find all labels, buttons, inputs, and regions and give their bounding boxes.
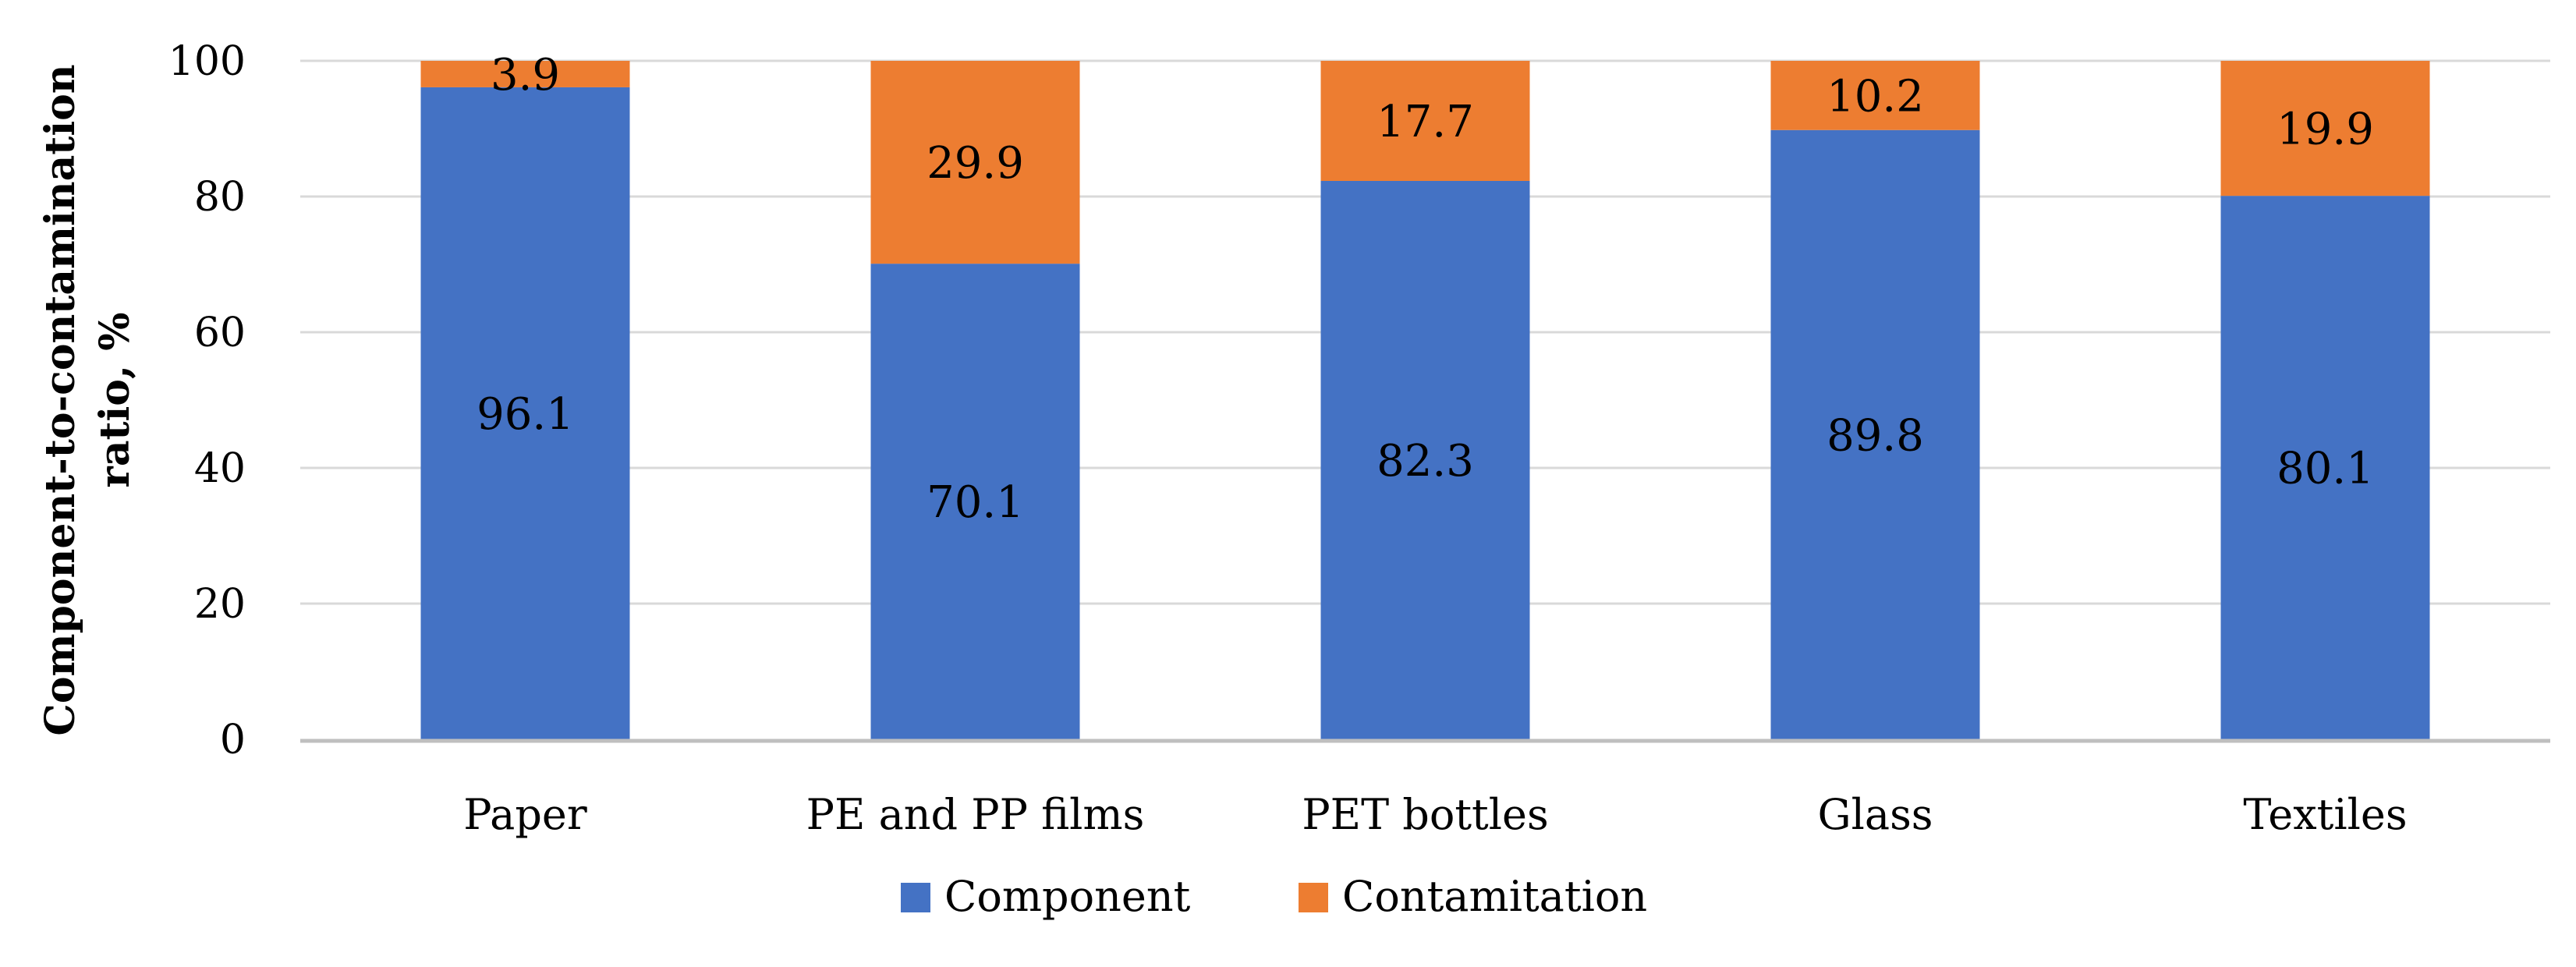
y-axis-title-line: Component-to-contamination: [37, 64, 84, 735]
bar-contamitation-paper: [420, 61, 630, 87]
legend: Component Contamitation: [901, 872, 1647, 921]
bar-contamitation-pe-and-pp-films: [870, 61, 1080, 264]
data-label-contamitation-textiles: 19.9: [2277, 104, 2374, 155]
data-label-component-glass: 89.8: [1827, 410, 1924, 461]
bar-contamitation-pet-bottles: [1320, 61, 1530, 181]
bar-component-pet-bottles: [1320, 180, 1530, 740]
bar-component-textiles: [2220, 196, 2430, 739]
y-tick-label: 100: [168, 38, 246, 85]
data-label-contamitation-paper: 3.9: [491, 50, 560, 101]
bars: [420, 61, 2430, 740]
data-label-contamitation-pet-bottles: 17.7: [1377, 97, 1474, 147]
legend-label-contamitation: Contamitation: [1342, 872, 1647, 921]
y-tick-label: 60: [194, 310, 246, 356]
data-label-component-pet-bottles: 82.3: [1377, 436, 1474, 487]
data-label-component-paper: 96.1: [477, 389, 574, 440]
labels: 96.1 3.9 70.1 29.9 82.3 17.7 89.8 10.2 80.1 19.9: [477, 50, 2374, 528]
y-tick-label: 40: [194, 445, 246, 492]
legend-swatch-contamitation: [1299, 883, 1328, 912]
x-tick-label-paper: Paper: [463, 790, 587, 839]
y-axis-title-line: ratio, %: [91, 312, 139, 487]
legend-label-component: Component: [944, 872, 1191, 921]
axes: 0 20 40 60 80 100 Paper PE and PP films PET bott…: [168, 38, 2550, 839]
bar-component-glass: [1770, 129, 1980, 740]
y-tick-label: 20: [194, 581, 246, 628]
bar-contamitation-glass: [1770, 61, 1980, 130]
y-tick-label: 0: [220, 717, 246, 763]
bar-contamitation-textiles: [2220, 61, 2430, 197]
data-label-component-pe-and-pp-films: 70.1: [927, 477, 1024, 528]
bar-component-pe-and-pp-films: [870, 264, 1080, 739]
x-tick-label-textiles: Textiles: [2243, 790, 2407, 839]
y-tick-label: 80: [194, 174, 246, 221]
data-label-contamitation-glass: 10.2: [1827, 71, 1924, 122]
data-label-contamitation-pe-and-pp-films: 29.9: [927, 138, 1024, 189]
x-tick-label-glass: Glass: [1817, 790, 1933, 839]
data-label-component-textiles: 80.1: [2277, 444, 2374, 494]
x-tick-label-pet-bottles: PET bottles: [1302, 790, 1548, 839]
legend-swatch-component: [901, 883, 930, 912]
y-axis-title: Component-to-contamination ratio, %: [37, 64, 139, 735]
x-tick-label-pe-and-pp-films: PE and PP films: [806, 790, 1145, 839]
bar-component-paper: [420, 87, 630, 740]
